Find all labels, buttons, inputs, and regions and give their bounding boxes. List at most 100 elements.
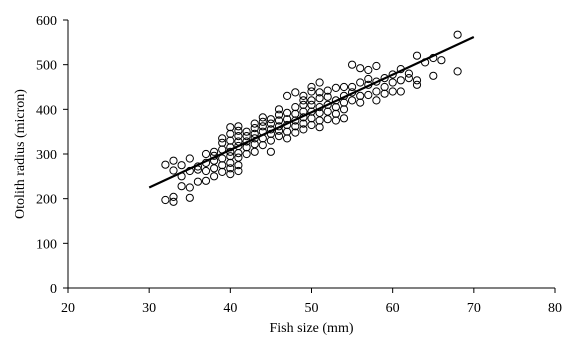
data-point [307, 96, 316, 105]
data-point [372, 96, 381, 105]
data-point [348, 96, 357, 105]
data-point [291, 103, 300, 112]
data-point [250, 134, 259, 143]
data-point [356, 98, 365, 107]
data-point [331, 83, 340, 93]
data-point [323, 86, 332, 95]
data-point [169, 192, 178, 201]
data-point [453, 67, 462, 76]
data-point [307, 82, 316, 92]
data-point [226, 123, 235, 132]
data-point [234, 149, 243, 158]
data-point [356, 78, 365, 87]
y-tick-label: 400 [36, 103, 57, 118]
data-point [258, 117, 267, 126]
data-point [404, 74, 413, 83]
data-point [412, 51, 422, 60]
y-tick-label: 200 [36, 193, 57, 208]
data-point [404, 69, 413, 78]
data-point [331, 103, 340, 112]
x-tick-label: 30 [142, 301, 156, 316]
y-tick-label: 300 [36, 148, 57, 163]
x-tick-label: 70 [467, 301, 481, 316]
data-point [234, 153, 243, 162]
data-point [323, 100, 332, 110]
y-axis-title: Otolith radius (micron) [13, 89, 28, 219]
data-point [234, 132, 243, 141]
data-point [177, 182, 186, 191]
data-point [226, 158, 235, 167]
regression-line [148, 36, 475, 189]
data-point [307, 87, 316, 96]
data-point [291, 128, 300, 137]
y-tick-label: 100 [36, 237, 57, 252]
data-point [210, 172, 219, 181]
data-points-group [161, 30, 462, 206]
data-point [388, 78, 397, 87]
data-point [323, 92, 332, 101]
data-point [266, 136, 275, 145]
y-tick-label: 500 [36, 59, 57, 74]
data-point [218, 154, 227, 163]
x-tick-label: 40 [223, 301, 237, 316]
data-point [274, 132, 284, 141]
data-point [185, 154, 194, 163]
data-point [299, 100, 308, 110]
x-tick-label: 20 [61, 301, 75, 316]
data-point [250, 119, 259, 128]
data-point [283, 127, 292, 136]
data-point [201, 149, 211, 159]
data-point [258, 122, 267, 131]
x-tick-label: 80 [548, 301, 562, 316]
data-point [339, 82, 349, 92]
data-point [258, 141, 267, 150]
data-point [429, 71, 438, 80]
data-point [412, 80, 422, 89]
data-point [291, 122, 300, 131]
data-point [218, 161, 227, 170]
data-point [226, 136, 235, 145]
data-point [339, 105, 349, 114]
data-point [234, 122, 243, 131]
data-point [226, 152, 235, 161]
y-tick-label: 0 [50, 282, 57, 297]
data-point [218, 167, 227, 176]
data-point [161, 195, 170, 205]
data-point [250, 124, 259, 133]
data-point [372, 61, 381, 71]
data-point [437, 56, 446, 65]
data-point [226, 164, 235, 173]
data-point [307, 114, 316, 123]
data-point [266, 115, 275, 124]
data-point [380, 89, 389, 98]
data-point [299, 125, 308, 134]
data-point [315, 78, 324, 87]
data-point [380, 82, 389, 92]
data-point [242, 127, 251, 136]
data-point [185, 183, 194, 192]
data-point [250, 147, 259, 156]
data-point [169, 166, 178, 175]
data-point [339, 98, 349, 107]
data-point [291, 109, 300, 118]
data-point [299, 119, 308, 128]
data-point [364, 65, 373, 75]
data-point [380, 74, 389, 83]
y-axis-ticks: 0 100 200 300 400 500 600 [36, 14, 68, 297]
data-point [331, 109, 340, 118]
data-point [307, 120, 316, 130]
data-point [372, 87, 381, 96]
data-point [323, 115, 332, 124]
data-point [331, 116, 340, 125]
data-point [364, 74, 373, 84]
data-point [396, 87, 405, 96]
data-point [210, 164, 219, 173]
x-axis-ticks: 20 30 40 50 60 70 80 [61, 288, 562, 316]
data-point [169, 197, 178, 206]
data-point [315, 88, 324, 97]
data-point [177, 161, 186, 170]
data-point [291, 88, 300, 97]
data-point [315, 94, 324, 103]
data-point [356, 91, 365, 101]
